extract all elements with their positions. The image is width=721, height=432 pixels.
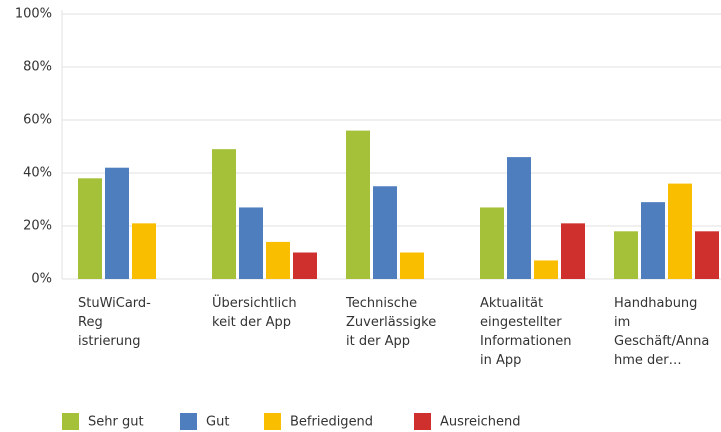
bar <box>695 231 719 279</box>
legend-label: Sehr gut <box>88 415 144 430</box>
x-tick-label: Technische Zuverlässigke it der App <box>345 296 436 349</box>
bar <box>561 223 585 279</box>
bar <box>78 178 102 279</box>
bar <box>614 231 638 279</box>
legend-swatch <box>62 413 79 430</box>
legend-swatch <box>180 413 197 430</box>
bar <box>239 207 263 279</box>
legend-label: Gut <box>206 415 229 430</box>
x-tick-label: Aktualität eingestellter Informationen in A… <box>480 296 572 368</box>
y-tick-label: 80% <box>23 60 52 75</box>
y-tick-label: 100% <box>15 7 52 22</box>
legend-swatch <box>264 413 281 430</box>
y-tick-label: 40% <box>23 166 52 181</box>
bar <box>641 202 665 279</box>
bar <box>266 241 290 279</box>
y-tick-label: 0% <box>31 272 52 287</box>
y-tick-label: 60% <box>23 113 52 128</box>
legend-swatch <box>414 413 431 430</box>
bar <box>373 186 397 279</box>
x-tick-label: StuWiCard-Reg istrierung <box>78 296 151 349</box>
bar <box>507 157 531 279</box>
bar <box>212 149 236 279</box>
bar <box>668 183 692 279</box>
x-tick-label: Übersichtlich keit der App <box>212 294 297 330</box>
bar <box>293 252 317 279</box>
legend-label: Befriedigend <box>290 415 373 430</box>
bar <box>346 130 370 279</box>
y-tick-label: 20% <box>23 219 52 234</box>
legend-label: Ausreichend <box>440 415 520 430</box>
bar <box>534 260 558 279</box>
bar <box>480 207 504 279</box>
x-tick-label: Handhabung im Geschäft/Anna hme der… <box>614 296 709 368</box>
bar <box>132 223 156 279</box>
bar <box>105 167 129 279</box>
bar <box>400 252 424 279</box>
